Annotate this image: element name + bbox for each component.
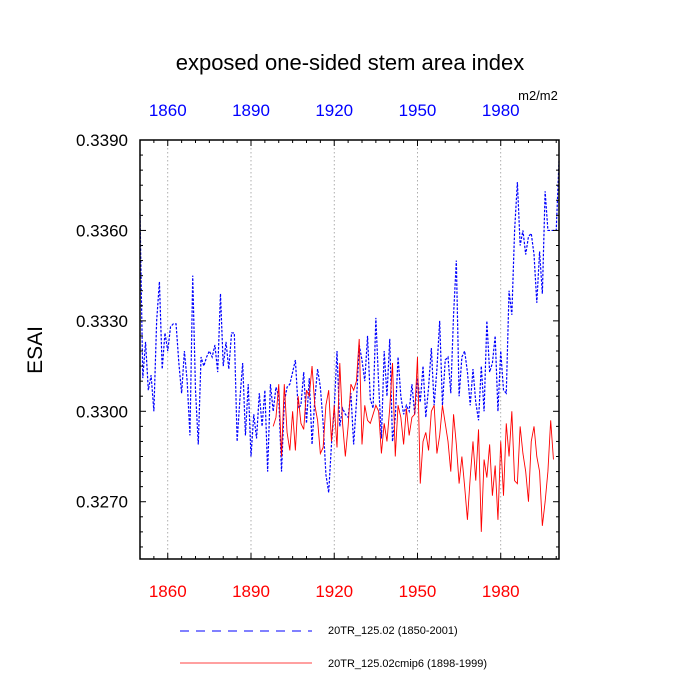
series-line-20tr-125-02 <box>139 161 560 493</box>
x-tick-label-top: 1950 <box>399 101 437 120</box>
y-tick-label: 0.3330 <box>76 312 128 331</box>
legend: 20TR_125.02 (1850-2001) 20TR_125.02cmip6… <box>180 625 487 670</box>
x-tick-label-bottom: 1980 <box>482 582 520 601</box>
axis-tick-marks <box>139 139 559 559</box>
grid-lines <box>167 140 502 559</box>
chart-title: exposed one-sided stem area index <box>176 50 525 75</box>
plot-frame <box>139 139 560 560</box>
x-tick-label-bottom: 1860 <box>149 582 187 601</box>
y-tick-label: 0.3300 <box>76 402 128 421</box>
top-x-axis: 1860 1890 1920 1950 1980 <box>149 101 520 120</box>
y-tick-label: 0.3270 <box>76 493 128 512</box>
x-tick-label-top: 1980 <box>482 101 520 120</box>
x-tick-label-top: 1920 <box>315 101 353 120</box>
y-tick-label: 0.3390 <box>76 131 128 150</box>
x-tick-label-bottom: 1890 <box>232 582 270 601</box>
y-tick-label: 0.3360 <box>76 221 128 240</box>
legend-label-20tr-125-02cmip6: 20TR_125.02cmip6 (1898-1999) <box>328 658 487 670</box>
x-tick-label-top: 1890 <box>232 101 270 120</box>
units-label: m2/m2 <box>518 88 558 103</box>
x-tick-label-bottom: 1920 <box>315 582 353 601</box>
legend-label-20tr-125-02: 20TR_125.02 (1850-2001) <box>328 625 458 637</box>
x-tick-label-bottom: 1950 <box>399 582 437 601</box>
series-line-20tr-125-02cmip6 <box>272 338 554 532</box>
x-tick-label-top: 1860 <box>149 101 187 120</box>
y-axis: 0.3270 0.3300 0.3330 0.3360 0.3390 <box>76 131 128 512</box>
y-axis-label: ESAI <box>24 326 47 374</box>
bottom-x-axis: 1860 1890 1920 1950 1980 <box>149 582 520 601</box>
